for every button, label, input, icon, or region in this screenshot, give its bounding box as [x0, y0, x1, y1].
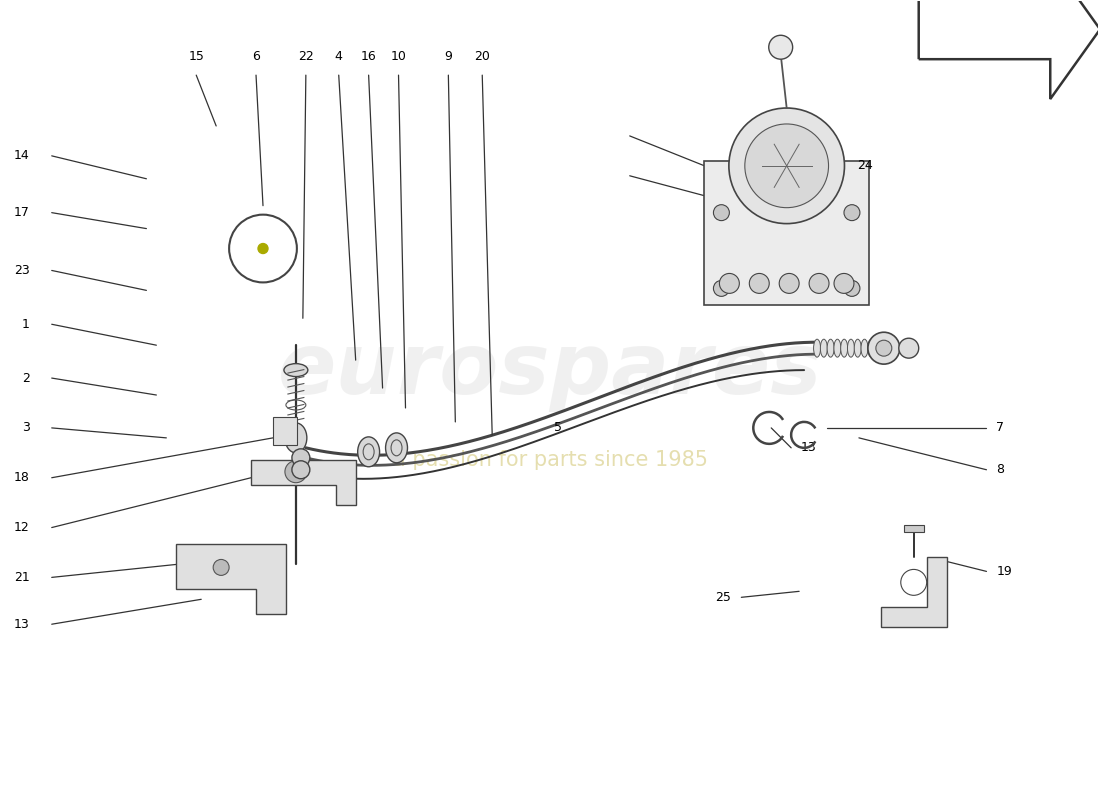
Polygon shape: [251, 460, 355, 505]
Ellipse shape: [840, 339, 848, 357]
Text: 1: 1: [22, 318, 30, 330]
Text: 9: 9: [444, 50, 452, 63]
Text: 3: 3: [22, 422, 30, 434]
Circle shape: [844, 281, 860, 296]
Text: 24: 24: [857, 159, 872, 172]
Text: 13: 13: [14, 618, 30, 630]
Text: 4: 4: [334, 50, 343, 63]
Text: 19: 19: [997, 565, 1012, 578]
Text: 22: 22: [298, 50, 314, 63]
Circle shape: [285, 461, 307, 482]
Ellipse shape: [868, 339, 875, 357]
Circle shape: [769, 35, 793, 59]
Ellipse shape: [285, 423, 307, 453]
Text: 6: 6: [252, 50, 260, 63]
Circle shape: [876, 340, 892, 356]
Circle shape: [292, 461, 310, 478]
Text: 23: 23: [14, 264, 30, 277]
Text: 7: 7: [997, 422, 1004, 434]
Text: 21: 21: [14, 571, 30, 584]
Polygon shape: [176, 545, 286, 614]
Circle shape: [749, 274, 769, 294]
Text: 8: 8: [997, 463, 1004, 476]
Circle shape: [844, 205, 860, 221]
Circle shape: [729, 108, 845, 224]
Circle shape: [258, 243, 268, 254]
Text: 13: 13: [801, 442, 817, 454]
Text: 17: 17: [14, 206, 30, 219]
Text: a passion for parts since 1985: a passion for parts since 1985: [393, 450, 707, 470]
Circle shape: [834, 274, 854, 294]
Ellipse shape: [821, 339, 827, 357]
Text: 15: 15: [188, 50, 205, 63]
Bar: [704, 161, 869, 306]
Bar: [273, 417, 297, 445]
Circle shape: [899, 338, 918, 358]
Polygon shape: [881, 558, 947, 627]
Ellipse shape: [855, 339, 861, 357]
Circle shape: [901, 570, 926, 595]
Circle shape: [292, 449, 310, 466]
Text: eurospares: eurospares: [278, 329, 823, 412]
Ellipse shape: [847, 339, 855, 357]
Text: 18: 18: [14, 471, 30, 484]
Text: 14: 14: [14, 150, 30, 162]
Circle shape: [779, 274, 799, 294]
Text: 2: 2: [22, 371, 30, 385]
Text: 10: 10: [390, 50, 407, 63]
Text: 12: 12: [14, 521, 30, 534]
Ellipse shape: [358, 437, 379, 466]
Circle shape: [719, 274, 739, 294]
Ellipse shape: [834, 339, 840, 357]
Circle shape: [714, 281, 729, 296]
Circle shape: [810, 274, 829, 294]
Text: 16: 16: [361, 50, 376, 63]
Text: 5: 5: [554, 422, 562, 434]
Ellipse shape: [861, 339, 868, 357]
Ellipse shape: [814, 339, 821, 357]
Circle shape: [745, 124, 828, 208]
Circle shape: [213, 559, 229, 575]
Circle shape: [714, 205, 729, 221]
Ellipse shape: [827, 339, 834, 357]
Ellipse shape: [284, 364, 308, 377]
Bar: [904, 525, 924, 531]
Text: 25: 25: [715, 591, 732, 604]
Ellipse shape: [386, 433, 407, 462]
Text: 20: 20: [474, 50, 491, 63]
Circle shape: [868, 332, 900, 364]
